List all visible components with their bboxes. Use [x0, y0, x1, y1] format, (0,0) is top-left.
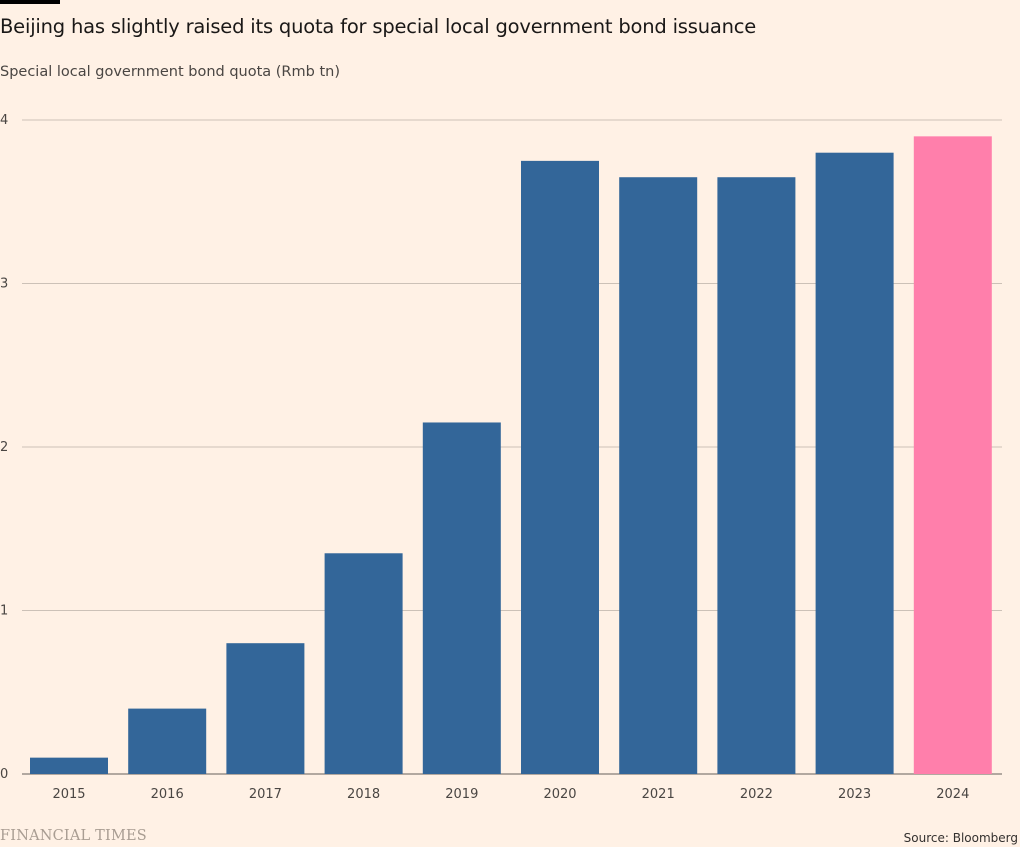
bar-2015 [30, 757, 108, 774]
chart-title: Beijing has slightly raised its quota fo… [0, 15, 757, 38]
source-note: Source: Bloomberg [903, 831, 1018, 845]
bar-2020 [521, 160, 599, 774]
x-tick-label: 2021 [642, 787, 675, 802]
bar-2017 [226, 643, 305, 774]
y-tick-label: 0 [0, 767, 8, 782]
x-tick-label: 2024 [936, 787, 969, 802]
x-tick-label: 2019 [445, 787, 478, 802]
top-rule [0, 0, 60, 4]
x-tick-label: 2018 [347, 787, 380, 802]
x-tick-label: 2017 [249, 787, 282, 802]
y-tick-label: 4 [0, 113, 8, 128]
y-tick-label: 2 [0, 440, 8, 455]
bar-2019 [422, 422, 501, 774]
bar-2021 [619, 177, 698, 775]
bar-layer [30, 136, 992, 775]
bar-2016 [128, 708, 207, 774]
x-tick-label: 2023 [838, 787, 871, 802]
bar-2023 [815, 152, 894, 774]
x-tick-label: 2016 [151, 787, 184, 802]
chart-subtitle: Special local government bond quota (Rmb… [0, 64, 340, 80]
y-tick-label: 1 [0, 604, 8, 619]
x-tick-labels: 2015 2016 2017 2018 2019 2020 2021 2022 2023 2024 [52, 787, 969, 802]
x-tick-label: 2020 [543, 787, 576, 802]
bar-2024 [913, 136, 992, 775]
x-tick-label: 2015 [52, 787, 85, 802]
brand-logo: FINANCIAL TIMES [0, 828, 147, 844]
y-tick-label: 3 [0, 277, 8, 292]
x-tick-label: 2022 [740, 787, 773, 802]
bar-2022 [717, 177, 796, 775]
bar-2018 [324, 553, 403, 774]
